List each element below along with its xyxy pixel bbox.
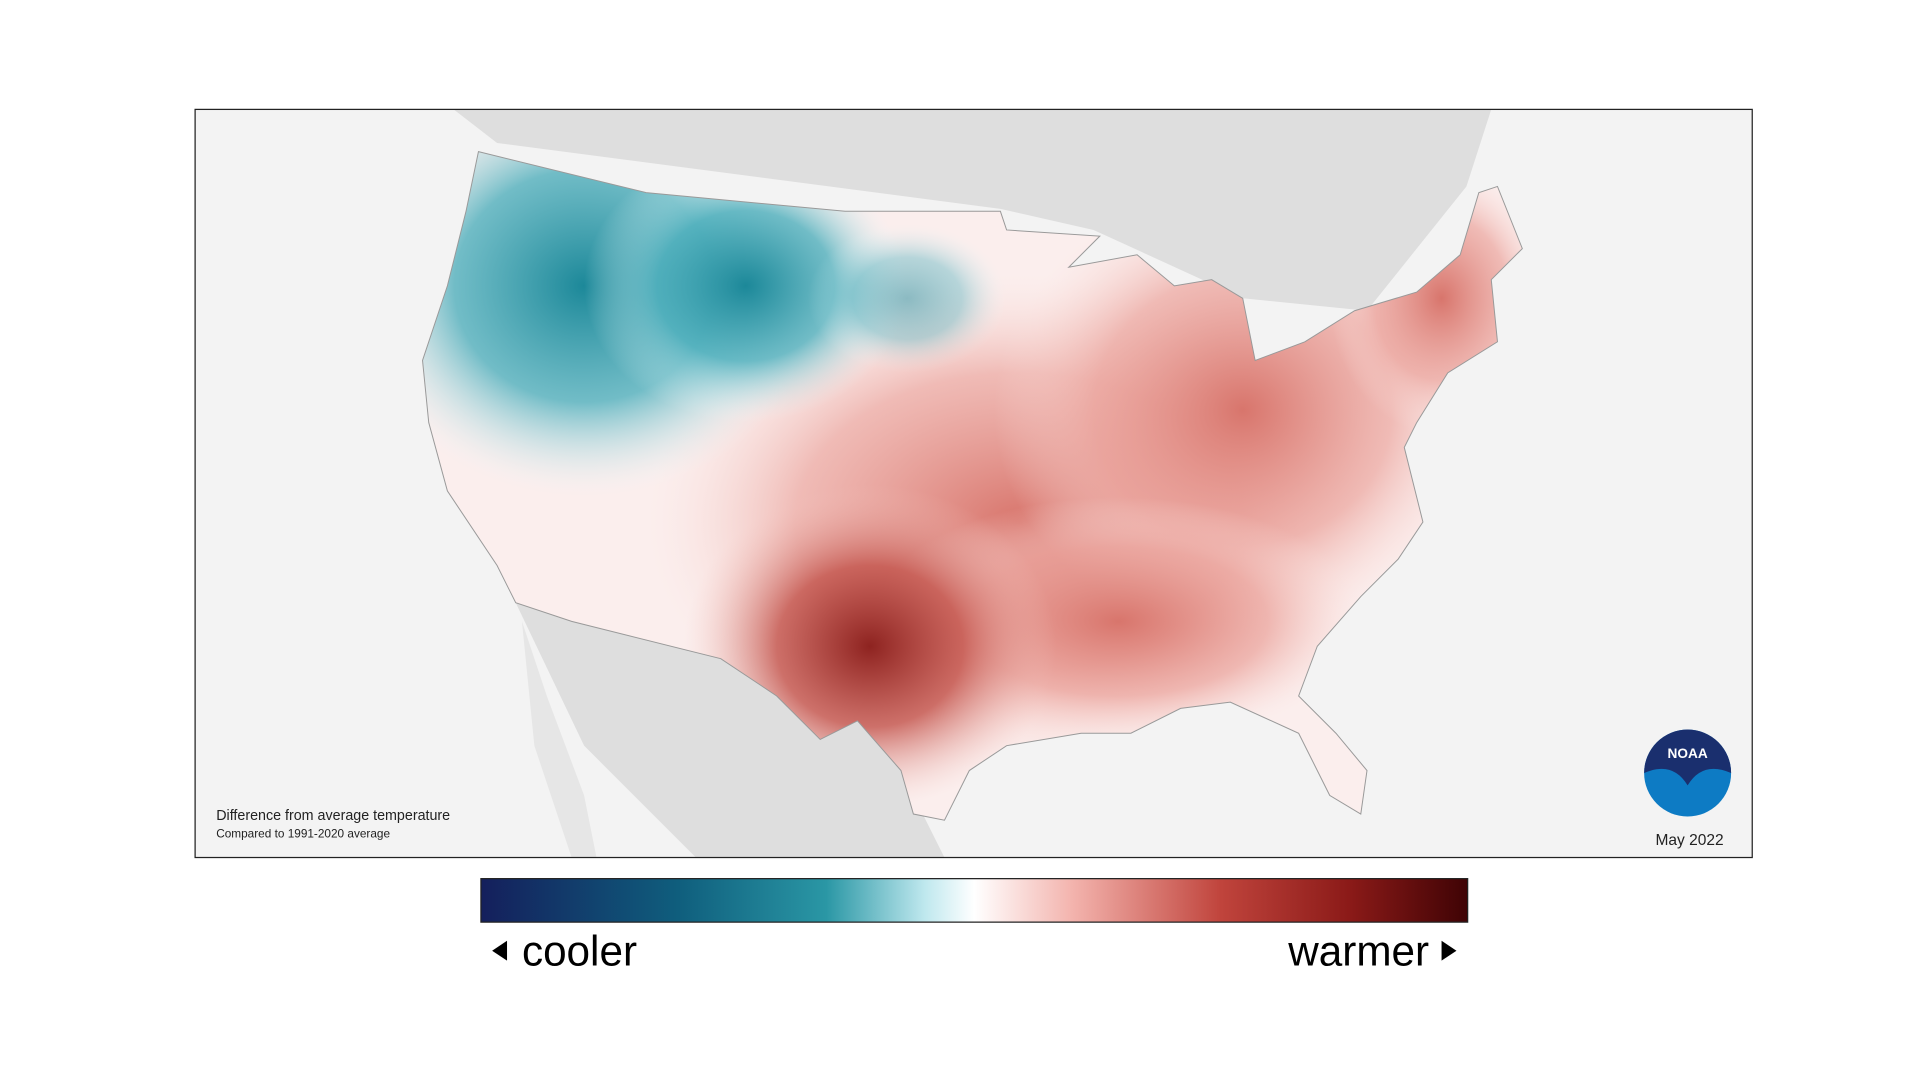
- logo-text: NOAA: [1668, 746, 1708, 761]
- date: May 2022: [1656, 832, 1724, 849]
- high-label: warmer: [1287, 928, 1429, 975]
- canada: [453, 109, 1492, 311]
- subcaption: Compared to 1991-2020 average: [216, 827, 390, 841]
- mexico: [515, 602, 945, 858]
- map-area: Difference from average temperature Comp…: [195, 109, 1753, 858]
- logo-top: [1644, 729, 1732, 786]
- map-frame: [194, 108, 1753, 859]
- caption: Difference from average temperature: [216, 808, 450, 824]
- cooler-arrow: [492, 940, 508, 961]
- color-bar: [480, 878, 1469, 923]
- low-label: cooler: [522, 928, 637, 975]
- baja: [521, 621, 597, 858]
- warmer-arrow: [1441, 940, 1457, 961]
